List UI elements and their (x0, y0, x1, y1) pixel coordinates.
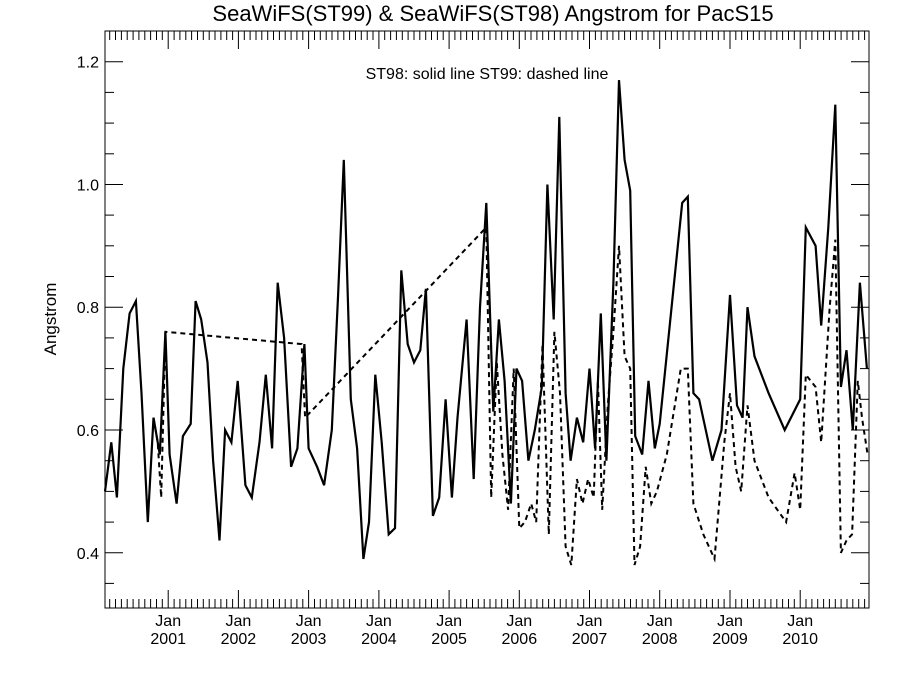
x-tick-year-label: 2008 (642, 631, 678, 648)
series-line-st99 (152, 224, 869, 566)
y-tick-label: 1.0 (77, 178, 99, 195)
x-tick-month-label: Jan (155, 613, 181, 630)
series-lines (103, 80, 869, 566)
x-tick-month-label: Jan (366, 613, 392, 630)
x-tick-year-label: 2002 (221, 631, 257, 648)
y-tick-label: 1.2 (77, 55, 99, 72)
x-tick-month-label: Jan (717, 613, 743, 630)
y-tick-label: 0.6 (77, 423, 99, 440)
y-tick-label: 0.4 (77, 546, 99, 563)
x-tick-year-label: 2003 (291, 631, 327, 648)
y-tick-label: 0.8 (77, 300, 99, 317)
x-tick-year-label: 2007 (572, 631, 608, 648)
x-tick-year-label: 2005 (431, 631, 467, 648)
x-tick-year-label: 2009 (712, 631, 748, 648)
y-axis-ticks: 0.4 0.6 0.8 1.0 1.2 (77, 30, 869, 584)
x-tick-year-label: 2006 (502, 631, 538, 648)
chart-title: SeaWiFS(ST99) & SeaWiFS(ST98) Angstrom f… (212, 1, 773, 26)
x-tick-year-label: 2001 (150, 631, 186, 648)
line-style-note: ST98: solid line ST99: dashed line (366, 66, 609, 83)
x-tick-year-label: 2010 (782, 631, 818, 648)
x-tick-month-label: Jan (296, 613, 322, 630)
x-axis-ticks: Jan2001Jan2002Jan2003Jan2004Jan2005Jan20… (109, 31, 866, 648)
series-line-st98 (103, 80, 868, 560)
x-tick-month-label: Jan (647, 613, 673, 630)
x-tick-year-label: 2004 (361, 631, 397, 648)
plot-frame (104, 30, 870, 609)
y-axis-label: Angstrom (41, 283, 60, 356)
x-tick-month-label: Jan (787, 613, 813, 630)
x-tick-month-label: Jan (436, 613, 462, 630)
x-tick-month-label: Jan (577, 613, 603, 630)
x-tick-month-label: Jan (506, 613, 532, 630)
x-tick-month-label: Jan (226, 613, 252, 630)
